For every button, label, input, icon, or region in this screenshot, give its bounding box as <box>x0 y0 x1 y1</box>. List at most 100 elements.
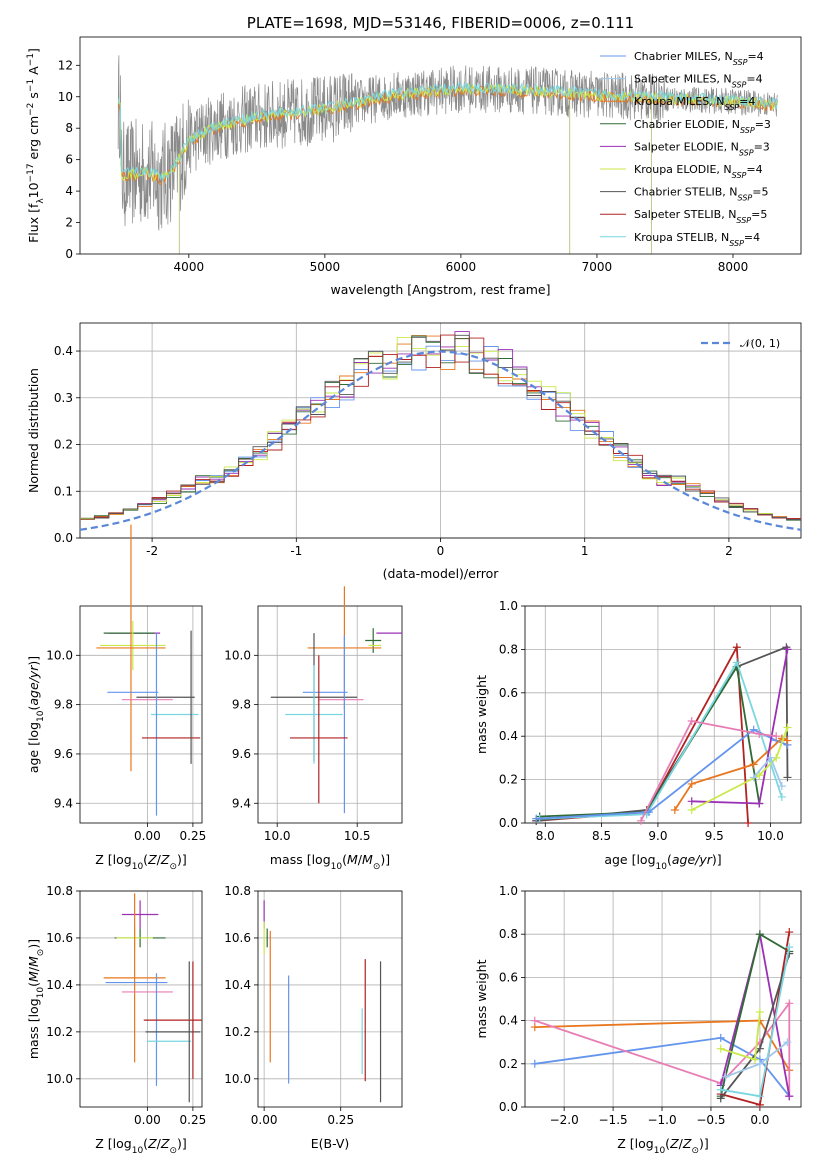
age_vs_Z-xlabel-part: / <box>157 852 162 867</box>
weight-marker <box>783 736 792 745</box>
weight-line-kroupa_elodie <box>720 1011 761 1061</box>
weight-marker <box>782 643 791 652</box>
legend-label-sub: SSP <box>732 171 747 180</box>
weight-marker <box>716 1033 725 1042</box>
x-tick-label: 9.5 <box>705 829 724 843</box>
weight-marker <box>687 797 696 806</box>
weight-marker <box>755 1059 764 1068</box>
age_vs_mass-xlabel-part: / <box>358 852 363 867</box>
y-tick-label: 2 <box>65 216 73 230</box>
weight_vs_age-xlabel-part: ( <box>667 852 672 867</box>
legend-label-sub: SSP <box>729 238 744 247</box>
y-tick-label: 4 <box>65 184 73 198</box>
mass_vs_Z-ylabel-part: )] <box>26 939 41 949</box>
weight-marker <box>721 1072 730 1081</box>
weight-marker <box>530 1016 539 1025</box>
y-tick-label: 0.6 <box>499 970 518 984</box>
x-tick-label: 5000 <box>310 260 341 274</box>
age_vs_Z-xlabel-part: 10 <box>132 862 144 872</box>
weight-marker <box>530 1059 539 1068</box>
legend-label: Chabrier ELODIE, NSSP=3 <box>634 118 771 135</box>
x-tick-label: −1.5 <box>599 1113 628 1127</box>
y-tick-label: 9.6 <box>232 747 251 761</box>
x-tick-label: 0.00 <box>251 1113 278 1127</box>
y-tick-label: 10.4 <box>46 978 73 992</box>
y-tick-label: 6 <box>65 153 73 167</box>
residuals-ylabel: Normed distribution <box>26 368 41 493</box>
age_vs_Z-ylabel-part: 10 <box>36 710 46 722</box>
legend-label: Salpeter STELIB, NSSP=5 <box>634 208 767 225</box>
weight-marker <box>732 643 741 652</box>
legend-label-suffix: =3 <box>755 118 771 131</box>
age_vs_mass-errorbars <box>270 586 402 814</box>
weight-marker <box>687 717 696 726</box>
y-tick-label: 0.1 <box>54 484 73 498</box>
x-tick-label: 0.25 <box>180 829 207 843</box>
age_vs_Z-xlabel-part: Z <box>160 852 170 867</box>
x-tick-label: -1 <box>290 544 302 558</box>
y-tick-label: 10.0 <box>224 648 251 662</box>
weight-marker <box>755 1007 764 1016</box>
legend-label-suffix: =3 <box>754 140 770 153</box>
x-tick-label: 2 <box>725 544 733 558</box>
legend-label-text: Chabrier STELIB, N <box>634 186 738 199</box>
spectrum-ylabel-part: A <box>26 66 41 79</box>
legend-label-text: Salpeter ELODIE, N <box>634 140 739 153</box>
mass_vs_Z-errorbars <box>103 893 202 1103</box>
age_vs_Z-xlabel: Z [log10(Z/Z⊙)] <box>95 852 187 872</box>
weight-marker <box>670 805 679 814</box>
y-tick-label: 0 <box>65 247 73 261</box>
y-tick-label: 10.2 <box>224 1025 251 1039</box>
mass_vs_Z-ylabel: mass [log10(M/M⊙)] <box>26 939 46 1059</box>
legend-label-sub: SSP <box>733 58 748 67</box>
legend-label: Kroupa ELODIE, NSSP=4 <box>634 163 763 180</box>
mass_vs_Z-xlabel: Z [log10(Z/Z⊙)] <box>95 1136 187 1156</box>
y-tick-label: 9.8 <box>232 698 251 712</box>
legend-label-suffix: =4 <box>747 50 763 63</box>
legend-label-sub: SSP <box>738 193 753 202</box>
legend-label-suffix: =4 <box>746 73 762 86</box>
y-tick-label: 10.6 <box>224 931 251 945</box>
weight-marker <box>532 814 541 823</box>
age_vs_Z-ylabel: age [log10(age/yr)] <box>26 656 46 773</box>
residual-histogram-chabrier_stelib <box>80 334 801 520</box>
x-tick-label: 10.0 <box>264 829 291 843</box>
x-tick-label: 1 <box>581 544 589 558</box>
age_vs_mass-xlabel-part: ⊙ <box>373 862 381 872</box>
y-tick-label: 0.2 <box>499 773 518 787</box>
spectrum-ylabel-part: −2 <box>26 103 36 116</box>
axes-frame <box>257 605 403 824</box>
axes-frame <box>79 36 802 255</box>
mass_vs_Z-xlabel-part: Z <box>147 1136 157 1151</box>
y-tick-label: 9.4 <box>232 796 251 810</box>
legend-label-text: Kroupa ELODIE, N <box>634 163 732 176</box>
weight_vs_Z-panel: −2.0 −1.5 −1.0 −0.5 0.0 0.0 0.2 0.4 0.6 0.8 1.0 Z [… <box>474 884 802 1156</box>
weight-marker <box>755 1092 764 1101</box>
x-tick-label: 7000 <box>582 260 613 274</box>
legend-label-text: Kroupa MILES, N <box>634 95 724 108</box>
legend-label-text: Chabrier MILES, N <box>634 50 733 63</box>
mass_vs_Z-xlabel-part: / <box>157 1136 162 1151</box>
weight-marker <box>637 816 646 825</box>
legend-label-suffix: =5 <box>752 186 768 199</box>
weight-line-chabrier_stelib <box>719 953 791 1099</box>
x-tick-label: −1.0 <box>647 1113 676 1127</box>
weight-marker <box>687 805 696 814</box>
y-tick-label: 0.4 <box>54 344 73 358</box>
spectrum-ylabel-part: Flux [f <box>26 203 41 243</box>
x-tick-label: 8000 <box>718 260 749 274</box>
weight-marker <box>783 1038 792 1047</box>
weight_vs_Z-ylabel: mass weight <box>474 959 489 1038</box>
weight-marker <box>783 723 792 732</box>
y-tick-label: 0.8 <box>499 642 518 656</box>
age_vs_mass-xlabel-part: ( <box>342 852 347 867</box>
weight-marker <box>755 799 764 808</box>
y-tick-label: 9.4 <box>54 796 73 810</box>
axes-frame <box>257 890 403 1108</box>
y-tick-label: 10.0 <box>46 648 73 662</box>
x-tick-label: -2 <box>146 544 158 558</box>
y-tick-label: 1.0 <box>499 884 518 898</box>
weight-marker <box>716 1085 725 1094</box>
y-tick-label: 12 <box>58 58 73 72</box>
